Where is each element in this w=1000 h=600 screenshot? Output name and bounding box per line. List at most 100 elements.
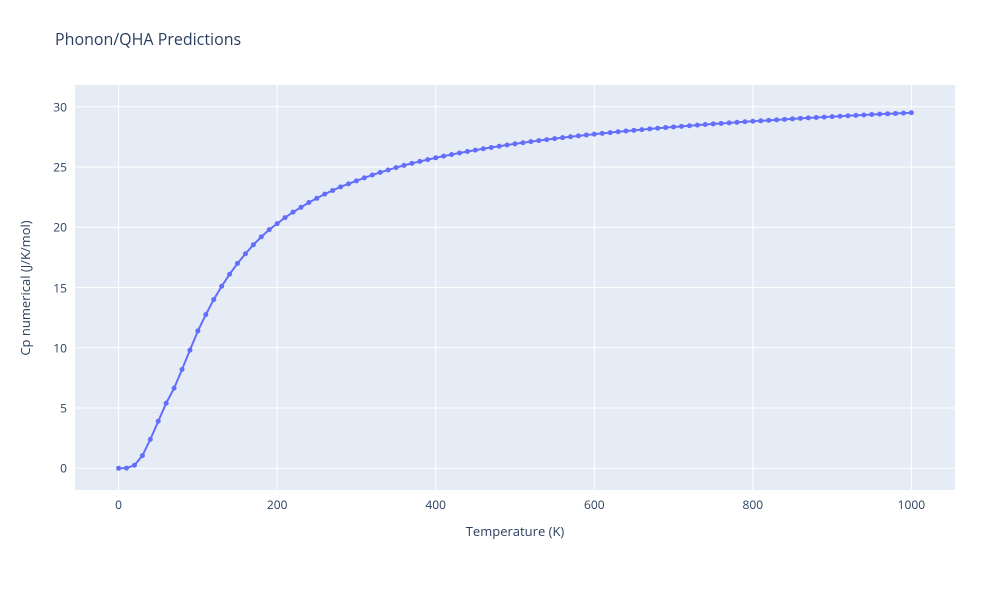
data-point-marker[interactable] <box>830 114 835 119</box>
data-point-marker[interactable] <box>631 128 636 133</box>
data-point-marker[interactable] <box>719 121 724 126</box>
data-point-marker[interactable] <box>838 114 843 119</box>
data-point-marker[interactable] <box>394 165 399 170</box>
data-point-marker[interactable] <box>283 215 288 220</box>
data-point-marker[interactable] <box>758 118 763 123</box>
data-point-marker[interactable] <box>235 261 240 266</box>
data-point-marker[interactable] <box>742 119 747 124</box>
data-point-marker[interactable] <box>433 155 438 160</box>
data-point-marker[interactable] <box>497 144 502 149</box>
data-point-marker[interactable] <box>671 124 676 129</box>
data-point-marker[interactable] <box>513 141 518 146</box>
data-point-marker[interactable] <box>164 401 169 406</box>
data-point-marker[interactable] <box>402 163 407 168</box>
data-point-marker[interactable] <box>441 154 446 159</box>
data-point-marker[interactable] <box>560 135 565 140</box>
data-point-marker[interactable] <box>845 113 850 118</box>
data-point-marker[interactable] <box>853 113 858 118</box>
data-point-marker[interactable] <box>695 123 700 128</box>
data-point-marker[interactable] <box>663 125 668 130</box>
data-point-marker[interactable] <box>893 111 898 116</box>
data-point-marker[interactable] <box>750 119 755 124</box>
data-point-marker[interactable] <box>338 184 343 189</box>
data-point-marker[interactable] <box>330 188 335 193</box>
data-point-marker[interactable] <box>251 242 256 247</box>
data-point-marker[interactable] <box>362 175 367 180</box>
data-point-marker[interactable] <box>766 118 771 123</box>
data-point-marker[interactable] <box>473 148 478 153</box>
data-point-marker[interactable] <box>568 134 573 139</box>
data-point-marker[interactable] <box>679 124 684 129</box>
data-point-marker[interactable] <box>782 117 787 122</box>
data-point-marker[interactable] <box>600 131 605 136</box>
data-point-marker[interactable] <box>227 272 232 277</box>
data-point-marker[interactable] <box>552 136 557 141</box>
data-point-marker[interactable] <box>187 348 192 353</box>
data-point-marker[interactable] <box>409 161 414 166</box>
data-point-marker[interactable] <box>798 116 803 121</box>
data-point-marker[interactable] <box>378 170 383 175</box>
data-point-marker[interactable] <box>306 200 311 205</box>
data-point-marker[interactable] <box>243 251 248 256</box>
data-point-marker[interactable] <box>536 138 541 143</box>
data-point-marker[interactable] <box>727 120 732 125</box>
data-point-marker[interactable] <box>180 367 185 372</box>
data-point-marker[interactable] <box>346 181 351 186</box>
data-point-marker[interactable] <box>314 196 319 201</box>
data-point-marker[interactable] <box>156 419 161 424</box>
data-point-marker[interactable] <box>370 173 375 178</box>
data-point-marker[interactable] <box>291 210 296 215</box>
data-point-marker[interactable] <box>687 123 692 128</box>
data-point-marker[interactable] <box>623 129 628 134</box>
data-point-marker[interactable] <box>877 112 882 117</box>
data-point-marker[interactable] <box>734 120 739 125</box>
data-point-marker[interactable] <box>195 328 200 333</box>
data-point-marker[interactable] <box>814 115 819 120</box>
data-point-marker[interactable] <box>790 116 795 121</box>
data-point-marker[interactable] <box>703 122 708 127</box>
data-point-marker[interactable] <box>425 157 430 162</box>
data-point-marker[interactable] <box>322 192 327 197</box>
data-point-marker[interactable] <box>481 146 486 151</box>
data-point-marker[interactable] <box>267 227 272 232</box>
data-point-marker[interactable] <box>259 234 264 239</box>
data-point-marker[interactable] <box>505 143 510 148</box>
data-point-marker[interactable] <box>465 149 470 154</box>
data-point-marker[interactable] <box>655 126 660 131</box>
data-point-marker[interactable] <box>457 150 462 155</box>
data-point-marker[interactable] <box>544 137 549 142</box>
data-point-marker[interactable] <box>116 466 121 471</box>
data-point-marker[interactable] <box>124 466 129 471</box>
data-point-marker[interactable] <box>449 152 454 157</box>
data-point-marker[interactable] <box>148 437 153 442</box>
data-point-marker[interactable] <box>489 145 494 150</box>
data-point-marker[interactable] <box>275 221 280 226</box>
data-point-marker[interactable] <box>608 130 613 135</box>
data-point-marker[interactable] <box>354 178 359 183</box>
data-point-marker[interactable] <box>132 463 137 468</box>
data-point-marker[interactable] <box>172 386 177 391</box>
data-point-marker[interactable] <box>298 205 303 210</box>
data-point-marker[interactable] <box>211 297 216 302</box>
data-point-marker[interactable] <box>576 133 581 138</box>
data-point-marker[interactable] <box>806 115 811 120</box>
data-point-marker[interactable] <box>711 121 716 126</box>
data-point-marker[interactable] <box>861 113 866 118</box>
data-point-marker[interactable] <box>822 115 827 120</box>
data-point-marker[interactable] <box>616 129 621 134</box>
data-point-marker[interactable] <box>774 117 779 122</box>
data-point-marker[interactable] <box>885 111 890 116</box>
data-point-marker[interactable] <box>386 167 391 172</box>
data-point-marker[interactable] <box>417 159 422 164</box>
data-point-marker[interactable] <box>584 133 589 138</box>
data-point-marker[interactable] <box>592 132 597 137</box>
data-point-marker[interactable] <box>520 140 525 145</box>
data-point-marker[interactable] <box>203 312 208 317</box>
data-point-marker[interactable] <box>528 139 533 144</box>
data-point-marker[interactable] <box>140 453 145 458</box>
data-point-marker[interactable] <box>909 110 914 115</box>
data-point-marker[interactable] <box>901 111 906 116</box>
data-point-marker[interactable] <box>219 284 224 289</box>
data-point-marker[interactable] <box>869 112 874 117</box>
data-point-marker[interactable] <box>647 126 652 131</box>
